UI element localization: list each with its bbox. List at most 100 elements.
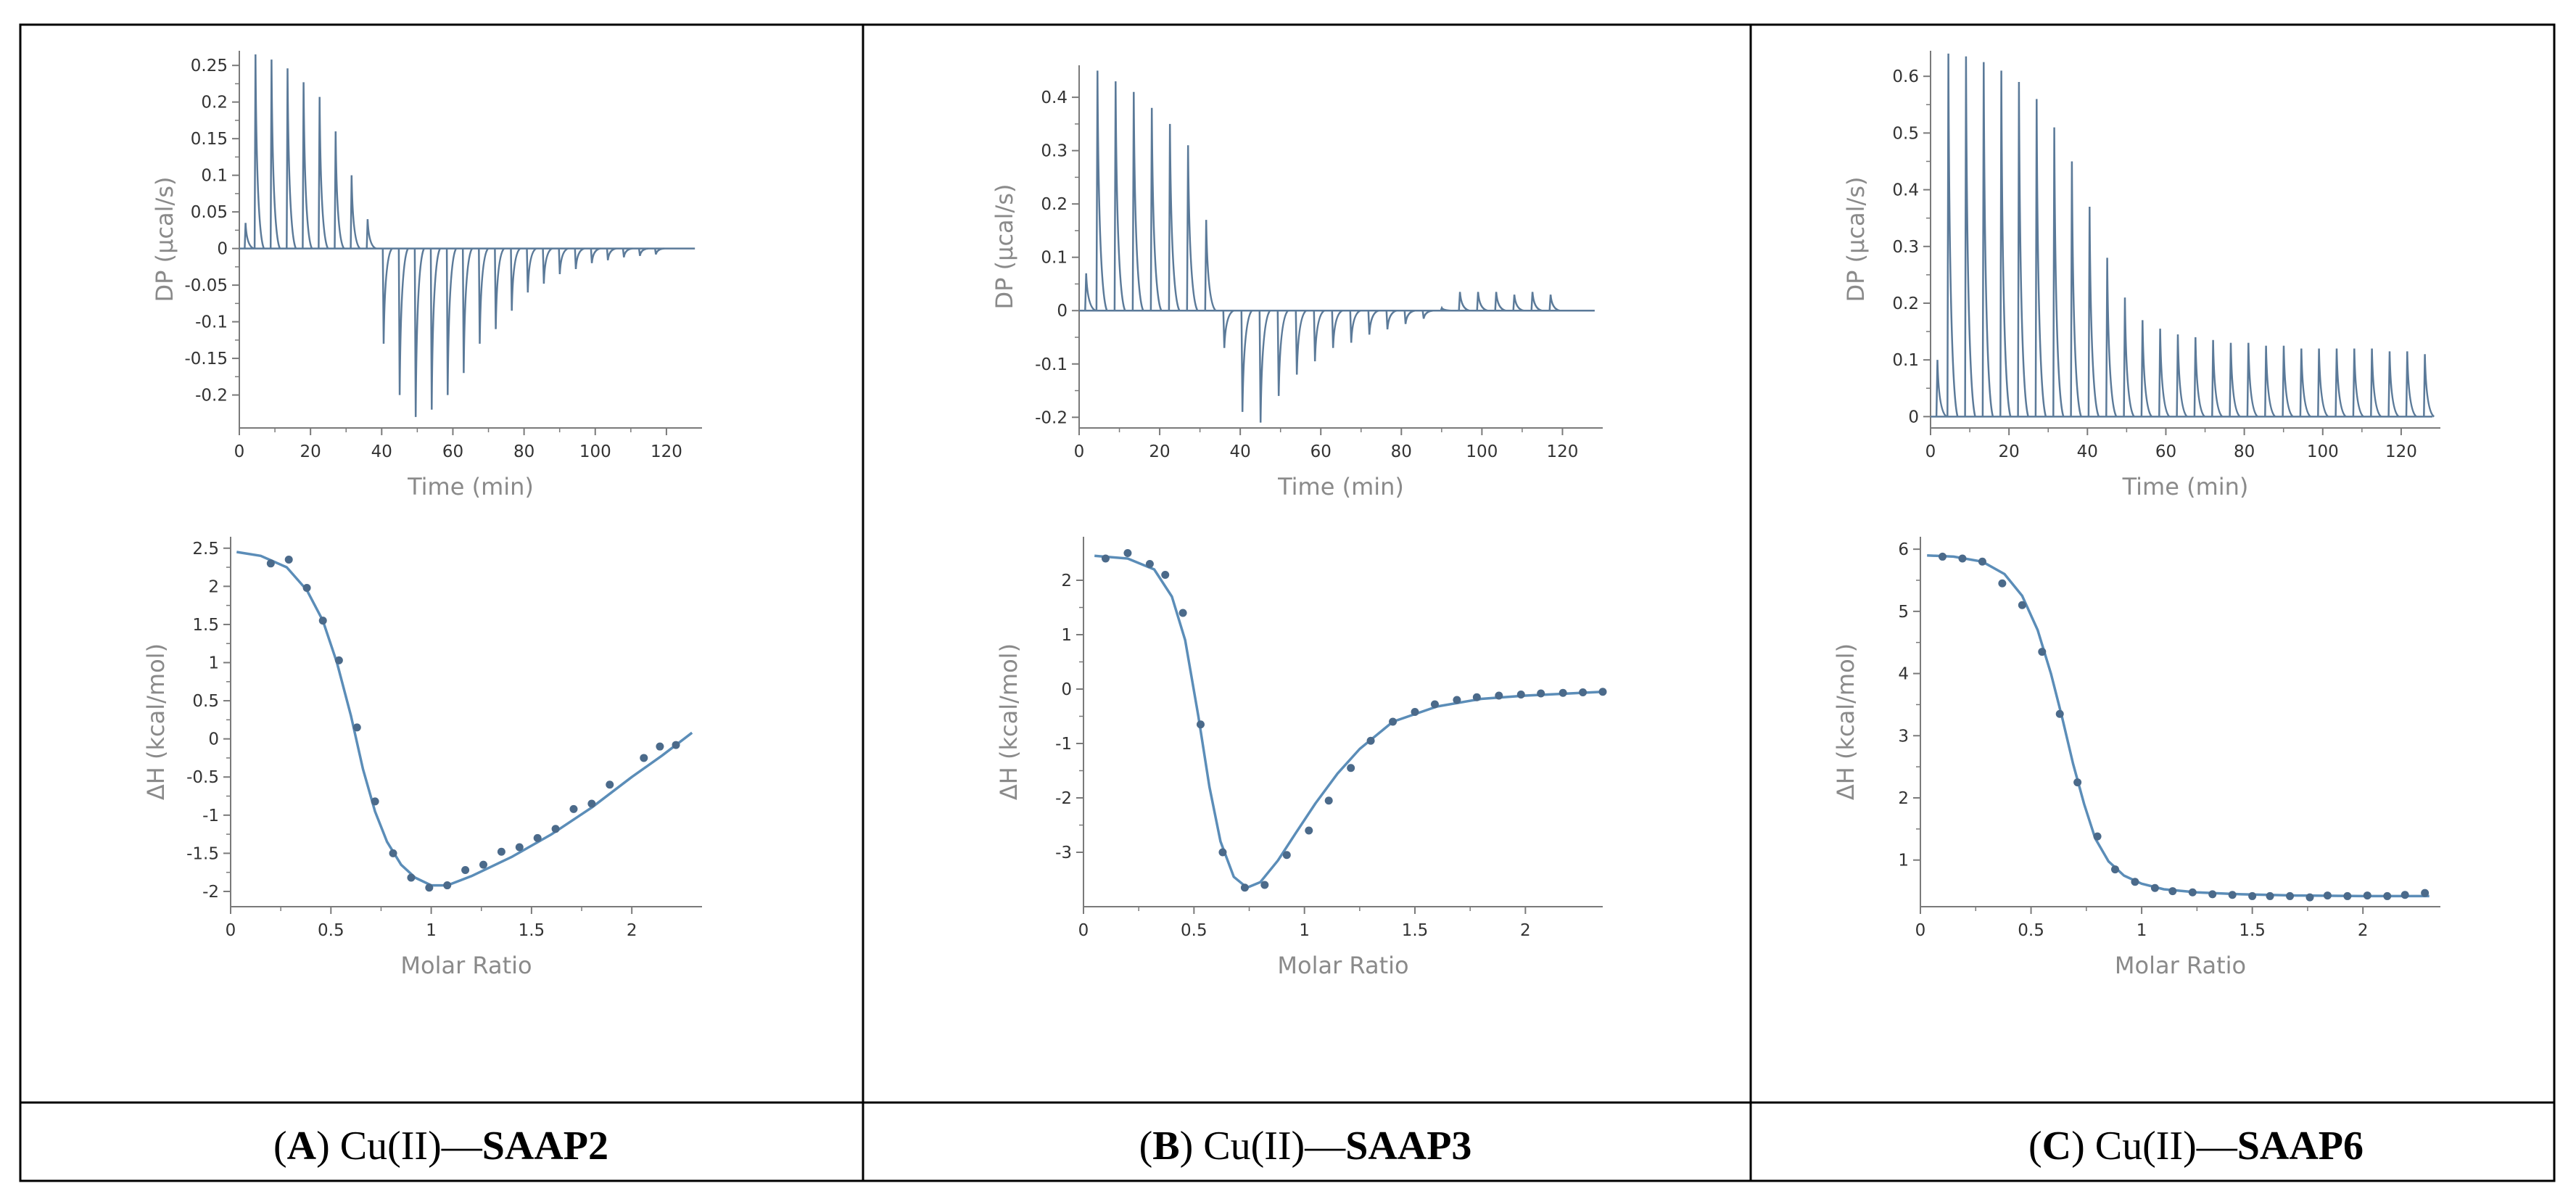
- injection-peak: [397, 247, 409, 395]
- x-tick-label: 1: [1299, 921, 1310, 940]
- injection-peak: [2070, 161, 2082, 417]
- data-point: [533, 833, 542, 842]
- y-tick-label: 0.3: [1892, 238, 1919, 257]
- x-tick-label: 0: [1915, 921, 1926, 940]
- y-tick-label: 1: [1898, 852, 1909, 870]
- injection-peak: [653, 247, 665, 255]
- y-tick-label: 0: [1061, 680, 1072, 699]
- y-tick-label: -0.1: [195, 313, 228, 332]
- x-tick-label: 100: [1466, 442, 1498, 461]
- table-borders: [19, 23, 2556, 1182]
- data-point: [479, 860, 488, 869]
- y-axis-label: ΔH (kcal/mol): [995, 643, 1023, 800]
- data-point: [1178, 609, 1187, 617]
- y-tick-label: 0.1: [1041, 249, 1068, 268]
- x-tick-label: 80: [1391, 442, 1412, 461]
- x-tick-label: 100: [579, 442, 611, 461]
- data-point: [1579, 688, 1588, 696]
- y-tick-label: -1: [202, 807, 219, 825]
- injection-peak: [574, 247, 585, 269]
- caption-a: (A) Cu(II)—SAAP2: [273, 1124, 608, 1169]
- caption-c: (C) Cu(II)—SAAP6: [2028, 1124, 2364, 1169]
- x-tick-label: 80: [513, 442, 534, 461]
- injection-peak: [2087, 206, 2100, 417]
- x-tick-label: 0: [234, 442, 245, 461]
- x-tick-label: 100: [2307, 442, 2339, 461]
- x-tick-label: 40: [371, 442, 392, 461]
- y-tick-label: 2: [1898, 789, 1909, 808]
- y-tick-label: 0.1: [201, 167, 228, 186]
- data-point: [461, 866, 470, 875]
- injection-peak: [1981, 62, 1994, 417]
- injection-peak: [1349, 310, 1361, 343]
- data-point: [1958, 554, 1967, 563]
- data-point: [1101, 554, 1110, 563]
- data-point: [606, 780, 614, 789]
- injection-peak: [1403, 309, 1416, 324]
- y-tick-label: 0.25: [191, 57, 228, 75]
- data-point: [2131, 878, 2139, 886]
- y-tick-label: -0.05: [184, 276, 228, 295]
- injection-peak: [590, 247, 600, 263]
- data-point: [1495, 691, 1503, 700]
- injection-peak: [1512, 294, 1524, 312]
- injection-peak: [334, 131, 345, 250]
- y-tick-label: 2: [1061, 572, 1072, 590]
- injection-peak: [1084, 273, 1097, 312]
- injection-peak: [2229, 342, 2241, 418]
- chart-b-thermogram: 0 20 40 60 80 100 120 0.4 0.3 0.2 0.1 0 -0.1 -0.2 Time…: [991, 65, 1603, 500]
- data-point: [1123, 549, 1132, 557]
- injection-peak: [2211, 339, 2224, 418]
- data-point: [1240, 883, 1249, 892]
- injection-peak: [1113, 81, 1126, 311]
- injection-peak: [1276, 310, 1289, 396]
- chart-c-isotherm: 0 0.5 1 1.5 2 6 5 4 3 2 1 Molar Ratio ΔH (kcal/mol): [1832, 537, 2440, 979]
- x-tick-label: 0.5: [318, 921, 344, 940]
- injection-peak: [2193, 337, 2205, 418]
- chart-b-isotherm: 0 0.5 1 1.5 2 2 1 0 -1 -2 -3 Molar Ratio ΔH (kcal/mo…: [995, 537, 1607, 979]
- y-tick-label: 0.4: [1041, 88, 1068, 107]
- y-tick-label: 2: [208, 577, 219, 596]
- y-tick-label: 0.2: [1041, 195, 1068, 214]
- y-tick-label: -0.2: [1035, 408, 1068, 427]
- y-tick-label: 0.4: [1892, 181, 1919, 200]
- data-point: [318, 617, 327, 625]
- injection-peak: [1240, 310, 1253, 412]
- injection-peak: [1295, 310, 1308, 375]
- injection-peak: [2282, 345, 2294, 418]
- data-point: [266, 559, 275, 568]
- data-point: [334, 656, 343, 664]
- data-point: [2400, 891, 2409, 899]
- data-point: [2150, 883, 2159, 892]
- data-point: [1998, 579, 2007, 588]
- fit-curve: [236, 551, 693, 887]
- data-point: [2168, 887, 2177, 896]
- injection-peak: [622, 247, 632, 257]
- data-point: [1196, 720, 1205, 729]
- data-point: [587, 799, 596, 808]
- data-point: [1145, 560, 1154, 568]
- x-tick-label: 60: [1310, 442, 1332, 461]
- data-point: [2343, 891, 2352, 900]
- y-axis-label: ΔH (kcal/mol): [1832, 643, 1859, 800]
- x-tick-label: 2: [1520, 921, 1531, 940]
- injection-peak: [1964, 56, 1976, 417]
- y-tick-label: -0.5: [186, 768, 219, 787]
- x-tick-label: 0: [1074, 442, 1085, 461]
- x-tick-label: 0.5: [2018, 921, 2044, 940]
- x-axis-label: Time (min): [407, 473, 534, 500]
- data-point: [672, 741, 680, 749]
- injection-peak: [1548, 294, 1561, 312]
- data-point: [2363, 891, 2371, 900]
- y-tick-label: 5: [1898, 603, 1909, 622]
- x-axis-label: Time (min): [1277, 473, 1404, 500]
- injection-peak: [1935, 360, 1948, 418]
- y-tick-label: 0: [208, 730, 219, 749]
- x-tick-label: 120: [2385, 442, 2417, 461]
- y-tick-label: -0.2: [195, 387, 228, 405]
- data-point: [1978, 557, 1986, 566]
- y-tick-label: 0.15: [191, 130, 228, 149]
- y-tick-label: 4: [1898, 665, 1909, 684]
- data-point: [2208, 890, 2217, 899]
- y-tick-label: -0.1: [1035, 355, 1068, 374]
